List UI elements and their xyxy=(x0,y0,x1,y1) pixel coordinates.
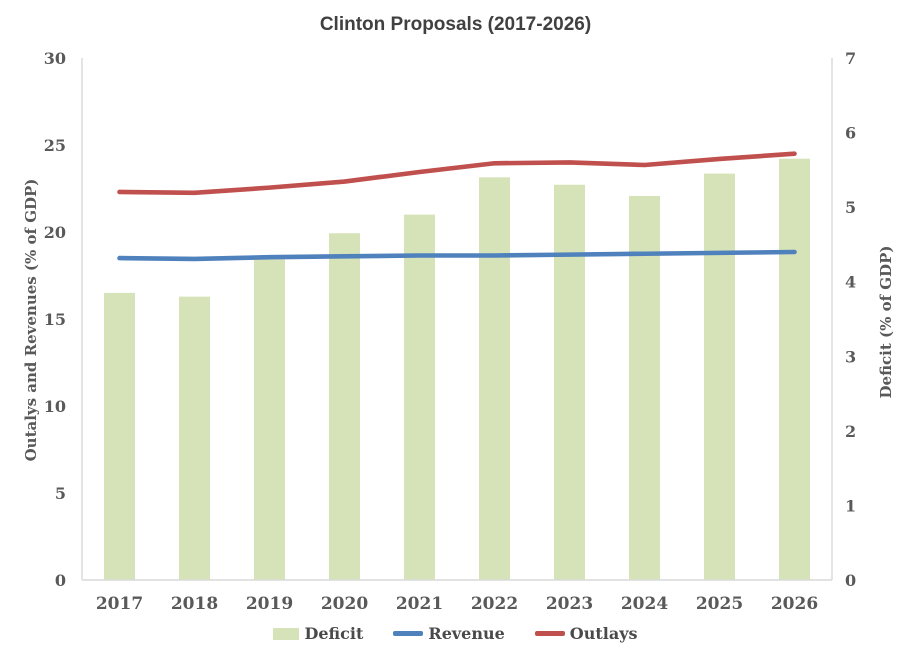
deficit-bar-2017 xyxy=(104,292,135,580)
left-axis-tick-15: 15 xyxy=(44,310,66,329)
deficit-bar-2022 xyxy=(479,177,510,581)
right-axis-tick-0: 0 xyxy=(845,571,856,590)
left-axis-tick-25: 25 xyxy=(44,136,66,155)
left-axis-tick-5: 5 xyxy=(55,484,66,503)
deficit-bar-2018 xyxy=(179,296,210,580)
left-axis-tick-0: 0 xyxy=(55,571,66,590)
right-axis-tick-6: 6 xyxy=(845,124,856,143)
legend-item-deficit: Deficit xyxy=(273,624,363,643)
right-axis-tick-3: 3 xyxy=(845,347,856,366)
outlays-line xyxy=(117,151,797,196)
x-axis-label-2017: 2017 xyxy=(96,594,143,614)
deficit-bar-2025 xyxy=(704,173,735,581)
x-axis-label-2022: 2022 xyxy=(471,594,518,614)
right-axis-tick-2: 2 xyxy=(845,422,856,441)
outlays-swatch-icon xyxy=(534,631,565,636)
right-axis-tick-1: 1 xyxy=(845,496,856,515)
deficit-bar-2019 xyxy=(254,259,285,580)
chart-title: Clinton Proposals (2017-2026) xyxy=(319,14,592,35)
legend-label-outlays: Outlays xyxy=(569,624,638,643)
left-axis-tick-30: 30 xyxy=(44,49,66,68)
deficit-swatch-icon xyxy=(273,627,300,640)
legend-label-deficit: Deficit xyxy=(304,624,364,643)
legend-item-outlays: Outlays xyxy=(534,624,638,643)
x-axis-label-2024: 2024 xyxy=(621,594,668,614)
right-axis-tick-4: 4 xyxy=(845,273,856,292)
left-axis-tick-10: 10 xyxy=(44,397,66,416)
right-axis-tick-7: 7 xyxy=(845,49,856,68)
deficit-bar-2026 xyxy=(779,158,810,580)
x-axis-label-2019: 2019 xyxy=(246,594,293,614)
revenue-line xyxy=(117,249,797,262)
x-axis-label-2018: 2018 xyxy=(171,594,218,614)
deficit-bar-2020 xyxy=(329,233,360,580)
x-axis-label-2021: 2021 xyxy=(396,594,443,614)
deficit-bar-2021 xyxy=(404,214,435,580)
legend-label-revenue: Revenue xyxy=(428,624,505,643)
deficit-bar-2024 xyxy=(629,195,660,580)
x-axis-label-2023: 2023 xyxy=(546,594,593,614)
revenue-swatch-icon xyxy=(393,631,424,636)
right-axis-tick-5: 5 xyxy=(845,198,856,217)
chart-legend: Deficit Revenue Outlays xyxy=(0,624,911,643)
left-axis-tick-20: 20 xyxy=(44,223,66,242)
x-axis-label-2025: 2025 xyxy=(696,594,743,614)
legend-item-revenue: Revenue xyxy=(393,624,505,643)
deficit-bar-2023 xyxy=(554,184,585,580)
x-axis-label-2020: 2020 xyxy=(321,594,368,614)
x-axis-label-2026: 2026 xyxy=(771,594,818,614)
